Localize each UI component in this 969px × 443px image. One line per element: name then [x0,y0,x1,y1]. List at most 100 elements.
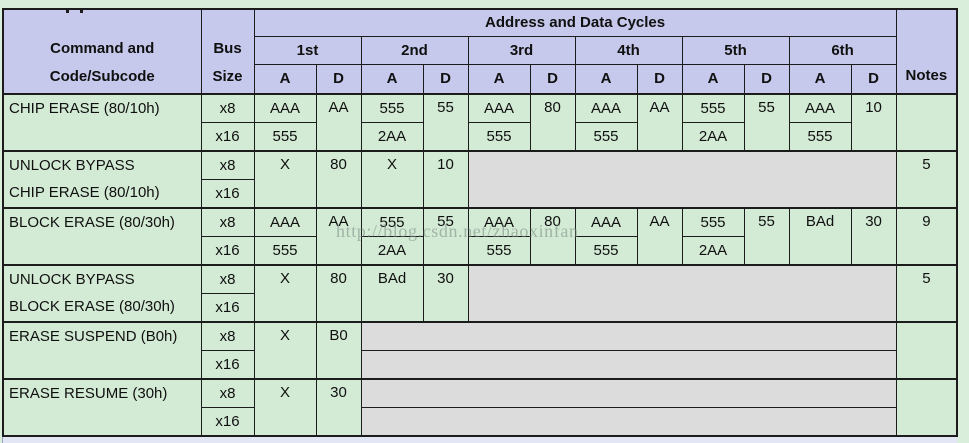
header-cycle-1st: 1st [253,36,362,65]
addr-cell: 2AA [360,236,424,266]
data-cell: AA [315,207,362,266]
addr-cell: 555 [681,93,745,123]
data-cell: AA [636,93,683,152]
header-cycle-5th: 5th [681,36,790,65]
header-cycle-4th: 4th [574,36,683,65]
addr-cell: X [253,321,317,380]
header-ad: A [360,64,424,95]
addr-cell: X [253,150,317,209]
header-ad: D [743,64,790,95]
addr-cell: 555 [360,207,424,237]
header-notes: Notes [895,8,958,95]
data-cell: 30 [422,264,469,323]
command-line2: CHIP ERASE (80/10h) [9,184,160,201]
addr-cell: AAA [467,93,531,123]
bus-size-cell: x8 [200,150,255,180]
data-cell: 10 [422,150,469,209]
addr-cell: 555 [360,93,424,123]
data-cell: B0 [315,321,362,380]
data-cell: 10 [850,93,897,152]
data-cell: 55 [743,93,790,152]
addr-cell: X [253,378,317,437]
addr-cell: 2AA [360,122,424,152]
bus-size-cell: x8 [200,321,255,351]
data-cell: 30 [315,378,362,437]
header-ad: A [788,64,852,95]
header-ad: A [253,64,317,95]
addr-cell: AAA [574,207,638,237]
header-ad: D [529,64,576,95]
addr-cell: 555 [574,122,638,152]
addr-cell: BAd [360,264,424,323]
addr-cell: 555 [467,122,531,152]
header-ad: D [422,64,469,95]
reserved-cell [360,321,897,351]
clipped-text-remnant [66,8,69,13]
addr-cell: AAA [253,207,317,237]
erase-command-table: Command and Code/Subcode Bus Size Addres… [2,8,959,437]
header-bus-line2: Size [212,68,243,85]
command-cell: BLOCK ERASE (80/30h) [2,207,202,266]
header-ad: A [467,64,531,95]
notes-cell [895,321,958,380]
bus-size-cell: x16 [200,407,255,437]
reserved-cell [467,150,897,209]
data-cell: AA [636,207,683,266]
notes-cell: 5 [895,264,958,323]
data-cell: 55 [743,207,790,266]
addr-cell: AAA [574,93,638,123]
bus-size-cell: x8 [200,378,255,408]
reserved-cell [360,378,897,408]
header-address-data-cycles: Address and Data Cycles [253,8,897,37]
bus-size-cell: x16 [200,122,255,152]
addr-cell: AAA [253,93,317,123]
addr-cell: AAA [788,93,852,123]
header-cycle-6th: 6th [788,36,897,65]
addr-cell: AAA [467,207,531,237]
data-cell: 80 [529,207,576,266]
notes-cell: 5 [895,150,958,209]
command-cell: UNLOCK BYPASS BLOCK ERASE (80/30h) [2,264,202,323]
addr-cell: 555 [788,122,852,152]
addr-cell: 555 [253,236,317,266]
bus-size-cell: x8 [200,264,255,294]
addr-cell: 2AA [681,122,745,152]
datasheet-page: Command and Code/Subcode Bus Size Addres… [0,8,969,443]
bus-size-cell: x8 [200,93,255,123]
bus-size-cell: x16 [200,293,255,323]
command-line1: UNLOCK BYPASS [9,271,135,288]
command-cell: ERASE RESUME (30h) [2,378,202,437]
addr-cell: 555 [253,122,317,152]
reserved-cell [467,264,897,323]
addr-cell: X [360,150,424,209]
header-bus-size: Bus Size [200,8,255,95]
reserved-cell [360,407,897,437]
header-cycle-2nd: 2nd [360,36,469,65]
command-cell: CHIP ERASE (80/10h) [2,93,202,152]
notes-cell: 9 [895,207,958,266]
bus-size-cell: x8 [200,207,255,237]
data-cell: 30 [850,207,897,266]
bus-size-cell: x16 [200,350,255,380]
header-command-line2: Code/Subcode [49,68,155,85]
data-cell: 80 [529,93,576,152]
command-line2: BLOCK ERASE (80/30h) [9,298,175,315]
header-ad: A [574,64,638,95]
next-table-row-partial [2,437,957,443]
addr-cell: BAd [788,207,852,266]
data-cell: 80 [315,264,362,323]
header-cycle-3rd: 3rd [467,36,576,65]
bus-size-cell: x16 [200,179,255,209]
clipped-text-remnant [80,8,83,13]
addr-cell: 2AA [681,236,745,266]
header-ad: D [315,64,362,95]
header-command-code: Command and Code/Subcode [2,8,202,95]
addr-cell: 555 [681,207,745,237]
notes-cell [895,93,958,152]
header-ad: D [636,64,683,95]
header-ad: D [850,64,897,95]
command-cell: ERASE SUSPEND (B0h) [2,321,202,380]
notes-cell [895,378,958,437]
command-line1: UNLOCK BYPASS [9,157,135,174]
addr-cell: 555 [467,236,531,266]
